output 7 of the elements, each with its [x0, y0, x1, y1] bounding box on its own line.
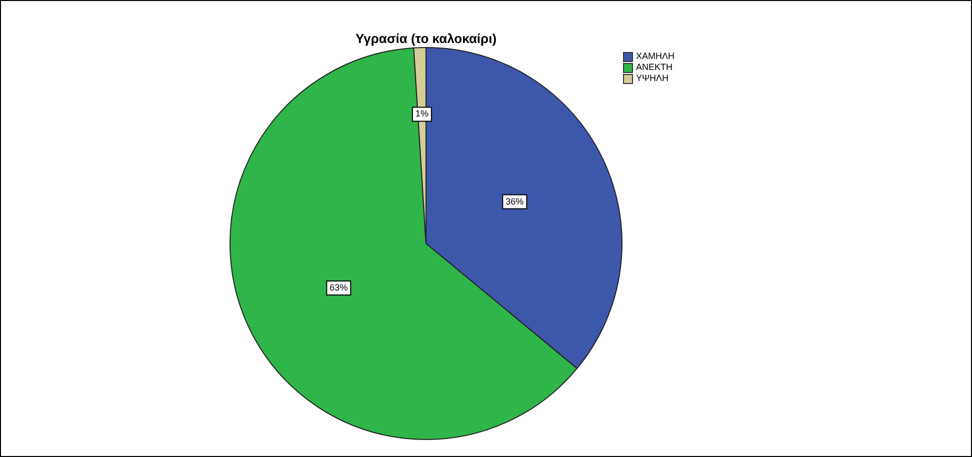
chart-title: Υγρασία (το καλοκαίρι)	[354, 31, 498, 46]
data-label: 63%	[330, 282, 348, 292]
legend-label: ΑΝΕΚΤΗ	[636, 62, 673, 73]
legend-label: ΧΑΜΗΛΗ	[636, 51, 675, 62]
legend-label: ΥΨΗΛΗ	[636, 73, 669, 84]
data-label: 36%	[506, 196, 524, 206]
data-label: 1%	[415, 108, 428, 119]
